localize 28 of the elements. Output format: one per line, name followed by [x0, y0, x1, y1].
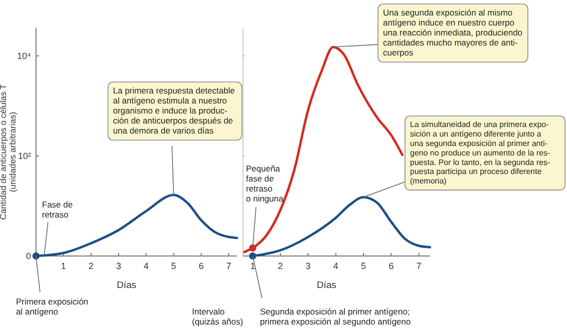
- x-tick-label: 5: [171, 261, 176, 271]
- x-tick-label: 4: [144, 261, 149, 271]
- x-tick-label: 6: [388, 261, 394, 271]
- x-tick-label: 1: [250, 261, 256, 271]
- x-tick-label: 4: [333, 261, 338, 271]
- text: Intervalo (quizás años): [192, 306, 244, 327]
- x-tick-label: 7: [416, 261, 422, 271]
- annotation: Pequeña fase de retraso o ninguna: [246, 164, 284, 204]
- x-tick-label: 2: [278, 261, 283, 271]
- x-tick-label: 3: [306, 261, 311, 271]
- y-axis-title: Cantidad de anticuerpos o células T (unidades arbitrarias): [0, 84, 18, 220]
- x-tick-label: 3: [116, 261, 122, 271]
- y-tick-label: 10⁴: [17, 50, 32, 61]
- x-tick-label: 7: [226, 261, 232, 271]
- x-tick-label: 2: [88, 261, 94, 271]
- x-tick-label: 5: [361, 261, 366, 271]
- annotation: La primera respuesta detectable al antígeno estimula a nuestro organismo e induce la produc- ción de anticuerpos después de una demora de varios días: [113, 86, 236, 136]
- annotation: Primera exposición al antígeno: [16, 296, 89, 317]
- x-tick-label: 1: [61, 261, 66, 271]
- y-tick-label: 10²: [18, 150, 31, 161]
- y-tick-label: 0: [26, 251, 31, 261]
- x-axis-title: Días: [116, 280, 137, 291]
- annotation: La simultaneidad de una primera expo- sición a un antígeno diferente junto a una segunda exposición al primer anti- geno no produce un aumento de la res- puesta. Por lo tanto, en la segunda res- puesta participa un proceso diferente (memoria): [410, 120, 550, 186]
- annotation: Una segunda exposición al mismo antígeno induce en nuestro cuerpo una reacción inmediata, produciendo cantidades mucho mayores de anti- cuerpos: [383, 8, 523, 58]
- x-axis-title: Días: [316, 280, 337, 291]
- annotation: Segunda exposición al primer antígeno; primera exposición al segundo antígeno: [260, 306, 412, 327]
- annotation: Fase de retraso: [42, 200, 73, 220]
- x-tick-label: 6: [198, 261, 204, 271]
